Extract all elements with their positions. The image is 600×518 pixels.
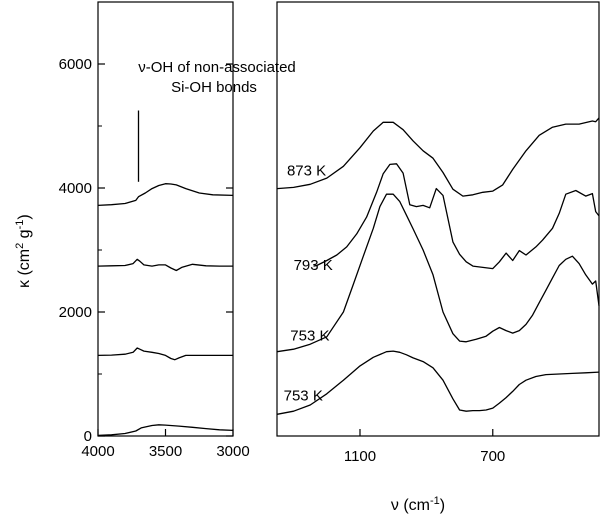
y-tick-label-3: 4000 bbox=[59, 180, 92, 197]
left-x-tick-label-2: 3500 bbox=[149, 443, 182, 460]
left-panel-ticks: 0 2000 4000 6000 4000 3500 3000 bbox=[59, 56, 250, 460]
series-label-1: 873 K bbox=[287, 163, 326, 180]
y-tick-label-1: 0 bbox=[84, 428, 92, 445]
x-axis-label: ν (cm-1) bbox=[391, 495, 445, 514]
left-x-tick-label-3: 3000 bbox=[216, 443, 249, 460]
y-axis-label-sup2: -1 bbox=[14, 220, 26, 230]
y-axis-label-sup1: 2 bbox=[14, 243, 26, 249]
left-panel: 0 2000 4000 6000 4000 3500 3000 bbox=[59, 1, 250, 460]
right-series-line-2 bbox=[313, 163, 600, 270]
left-series-line-2 bbox=[97, 258, 233, 272]
right-series-line-3 bbox=[276, 193, 600, 353]
left-x-tick-label-1: 4000 bbox=[81, 443, 114, 460]
left-series-line-3 bbox=[97, 347, 233, 361]
left-series-line-1 bbox=[97, 183, 234, 207]
y-tick-label-2: 2000 bbox=[59, 304, 92, 321]
right-x-tick-label-2: 700 bbox=[480, 448, 505, 465]
right-x-tick-label-1: 1100 bbox=[344, 448, 376, 465]
left-series-line-4 bbox=[97, 424, 234, 437]
x-axis-label-sup: -1 bbox=[430, 495, 440, 507]
right-series-line-1 bbox=[276, 117, 600, 197]
y-tick-label-4: 6000 bbox=[59, 56, 92, 73]
series-label-4: 753 K bbox=[284, 388, 323, 405]
annotation-line-1: ν-OH of non-associated bbox=[138, 59, 296, 76]
right-panel: 1100 700 873 K 793 K 753 K 753 K bbox=[276, 1, 600, 465]
left-panel-curves bbox=[97, 183, 234, 437]
right-panel-curves bbox=[276, 117, 600, 415]
series-labels: 873 K 793 K 753 K 753 K bbox=[284, 163, 333, 405]
x-axis-label-end: ) bbox=[440, 497, 445, 514]
series-label-3: 753 K bbox=[290, 328, 329, 345]
y-axis-label-main: κ (cm bbox=[16, 249, 33, 288]
y-axis-label-mid: g bbox=[16, 229, 33, 242]
right-panel-ticks: 1100 700 bbox=[344, 429, 505, 465]
series-label-2: 793 K bbox=[294, 257, 333, 274]
right-series-line-4 bbox=[276, 350, 600, 415]
annotation-line-2: Si-OH bonds bbox=[171, 79, 257, 96]
x-axis-label-main: ν (cm bbox=[391, 497, 430, 514]
right-panel-frame bbox=[276, 1, 600, 437]
y-axis-label: κ (cm2 g-1) bbox=[14, 214, 33, 288]
y-axis-label-end: ) bbox=[16, 214, 33, 219]
